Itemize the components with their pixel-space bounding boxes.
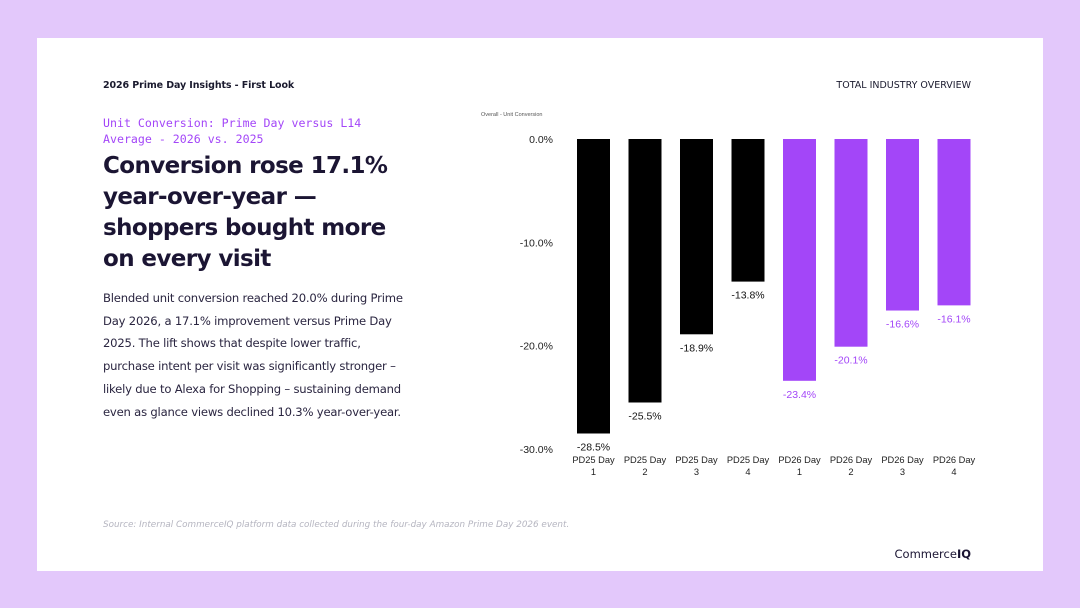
x-tick-label: 3 xyxy=(900,467,905,477)
data-label: -13.8% xyxy=(731,290,764,302)
logo-part-2: IQ xyxy=(956,547,971,561)
bar-chart: Overall - Unit Conversion 0.0% -10.0% -20.0… xyxy=(477,108,997,492)
data-label: -23.4% xyxy=(783,389,816,401)
x-tick-label: 3 xyxy=(694,467,699,477)
source-note: Source: Internal CommerceIQ platform dat… xyxy=(103,520,570,530)
x-tick-label: 2 xyxy=(848,467,853,477)
x-tick-label: PD25 Day xyxy=(675,455,718,465)
x-tick-label: PD25 Day xyxy=(572,455,615,465)
x-tick-label: PD26 Day xyxy=(778,455,821,465)
bar xyxy=(731,139,765,282)
y-tick-label: -10.0% xyxy=(520,237,553,249)
section-label: TOTAL INDUSTRY OVERVIEW xyxy=(836,80,971,91)
commerceiq-logo: CommerceIQ xyxy=(895,547,971,561)
bar xyxy=(680,139,713,335)
x-tick-label: 4 xyxy=(951,467,956,477)
report-title: 2026 Prime Day Insights - First Look xyxy=(103,80,295,91)
data-label: -16.1% xyxy=(937,313,970,325)
x-tick-label: 4 xyxy=(745,467,750,477)
logo-part-1: Commerce xyxy=(894,547,957,561)
y-tick-label: -20.0% xyxy=(520,341,553,353)
bar xyxy=(783,139,816,381)
data-label: -20.1% xyxy=(834,355,867,367)
data-label: -25.5% xyxy=(628,411,661,423)
x-tick-label: PD26 Day xyxy=(881,455,924,465)
x-tick-label: PD25 Day xyxy=(624,455,667,465)
data-label: -18.9% xyxy=(680,342,713,354)
body-paragraph: Blended unit conversion reached 20.0% du… xyxy=(103,291,403,419)
headline: Conversion rose 17.1% year-over-year — s… xyxy=(103,153,388,272)
bar xyxy=(628,139,662,403)
data-label: -16.6% xyxy=(886,319,919,331)
chart-subtitle: Unit Conversion: Prime Day versus L14 Av… xyxy=(103,116,362,146)
x-tick-label: 2 xyxy=(642,467,647,477)
x-tick-label: PD26 Day xyxy=(933,455,976,465)
x-tick-label: 1 xyxy=(797,467,802,477)
slide-card: 2026 Prime Day Insights - First Look TOT… xyxy=(37,38,1043,571)
chart-svg: Overall - Unit Conversion 0.0% -10.0% -20.0… xyxy=(481,112,976,477)
bar xyxy=(834,139,868,347)
bar xyxy=(577,139,610,434)
bar xyxy=(886,139,919,311)
bar xyxy=(937,139,971,306)
chart-title: Overall - Unit Conversion xyxy=(481,112,542,118)
data-label: -28.5% xyxy=(577,442,610,454)
y-tick-label: 0.0% xyxy=(529,134,553,146)
x-tick-label: PD25 Day xyxy=(727,455,770,465)
y-tick-label: -30.0% xyxy=(520,444,553,456)
x-tick-label: 1 xyxy=(591,467,596,477)
x-tick-label: PD26 Day xyxy=(830,455,873,465)
